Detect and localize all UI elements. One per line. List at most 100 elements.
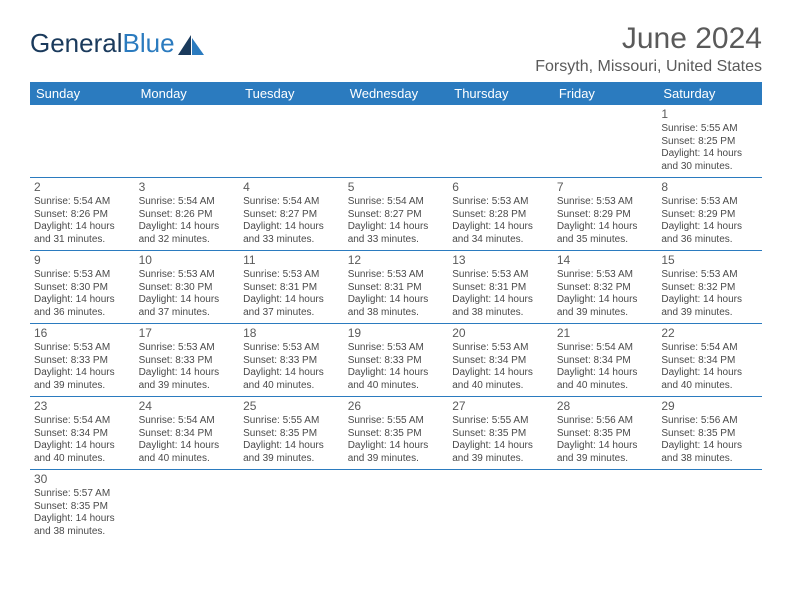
daylight-text: Daylight: 14 hours and 39 minutes. bbox=[139, 367, 236, 392]
logo-word1: General bbox=[30, 28, 123, 59]
calendar-cell: 21Sunrise: 5:54 AMSunset: 8:34 PMDayligh… bbox=[553, 324, 658, 397]
calendar-cell bbox=[135, 470, 240, 543]
calendar-cell: 9Sunrise: 5:53 AMSunset: 8:30 PMDaylight… bbox=[30, 251, 135, 324]
calendar-cell: 3Sunrise: 5:54 AMSunset: 8:26 PMDaylight… bbox=[135, 178, 240, 251]
daylight-text: Daylight: 14 hours and 40 minutes. bbox=[243, 367, 340, 392]
calendar-cell bbox=[448, 105, 553, 178]
calendar-cell: 4Sunrise: 5:54 AMSunset: 8:27 PMDaylight… bbox=[239, 178, 344, 251]
daylight-text: Daylight: 14 hours and 38 minutes. bbox=[348, 294, 445, 319]
header: GeneralBlue June 2024 Forsyth, Missouri,… bbox=[30, 22, 762, 76]
sunrise-text: Sunrise: 5:54 AM bbox=[243, 196, 340, 209]
day-number: 13 bbox=[452, 253, 549, 268]
calendar-cell bbox=[344, 105, 449, 178]
sunrise-text: Sunrise: 5:54 AM bbox=[348, 196, 445, 209]
sunrise-text: Sunrise: 5:54 AM bbox=[34, 415, 131, 428]
calendar-cell: 7Sunrise: 5:53 AMSunset: 8:29 PMDaylight… bbox=[553, 178, 658, 251]
calendar-cell: 16Sunrise: 5:53 AMSunset: 8:33 PMDayligh… bbox=[30, 324, 135, 397]
calendar-week: 23Sunrise: 5:54 AMSunset: 8:34 PMDayligh… bbox=[30, 397, 762, 470]
sunset-text: Sunset: 8:35 PM bbox=[34, 501, 131, 514]
sunset-text: Sunset: 8:27 PM bbox=[348, 209, 445, 222]
calendar-week: 9Sunrise: 5:53 AMSunset: 8:30 PMDaylight… bbox=[30, 251, 762, 324]
calendar-cell: 20Sunrise: 5:53 AMSunset: 8:34 PMDayligh… bbox=[448, 324, 553, 397]
sunrise-text: Sunrise: 5:54 AM bbox=[661, 342, 758, 355]
daylight-text: Daylight: 14 hours and 30 minutes. bbox=[661, 148, 758, 173]
day-number: 22 bbox=[661, 326, 758, 341]
sunset-text: Sunset: 8:27 PM bbox=[243, 209, 340, 222]
sunset-text: Sunset: 8:35 PM bbox=[452, 428, 549, 441]
daylight-text: Daylight: 14 hours and 31 minutes. bbox=[34, 221, 131, 246]
day-number: 5 bbox=[348, 180, 445, 195]
calendar-cell: 2Sunrise: 5:54 AMSunset: 8:26 PMDaylight… bbox=[30, 178, 135, 251]
sunset-text: Sunset: 8:31 PM bbox=[452, 282, 549, 295]
sunrise-text: Sunrise: 5:54 AM bbox=[557, 342, 654, 355]
day-header: Thursday bbox=[448, 82, 553, 105]
daylight-text: Daylight: 14 hours and 38 minutes. bbox=[452, 294, 549, 319]
sunset-text: Sunset: 8:32 PM bbox=[557, 282, 654, 295]
calendar-cell: 15Sunrise: 5:53 AMSunset: 8:32 PMDayligh… bbox=[657, 251, 762, 324]
day-header: Monday bbox=[135, 82, 240, 105]
day-header: Wednesday bbox=[344, 82, 449, 105]
daylight-text: Daylight: 14 hours and 37 minutes. bbox=[139, 294, 236, 319]
sunrise-text: Sunrise: 5:55 AM bbox=[348, 415, 445, 428]
sunrise-text: Sunrise: 5:56 AM bbox=[557, 415, 654, 428]
day-number: 24 bbox=[139, 399, 236, 414]
calendar-cell: 24Sunrise: 5:54 AMSunset: 8:34 PMDayligh… bbox=[135, 397, 240, 470]
day-number: 8 bbox=[661, 180, 758, 195]
daylight-text: Daylight: 14 hours and 35 minutes. bbox=[557, 221, 654, 246]
sunrise-text: Sunrise: 5:54 AM bbox=[139, 415, 236, 428]
sunset-text: Sunset: 8:34 PM bbox=[661, 355, 758, 368]
sunset-text: Sunset: 8:35 PM bbox=[661, 428, 758, 441]
sunset-text: Sunset: 8:32 PM bbox=[661, 282, 758, 295]
sunset-text: Sunset: 8:26 PM bbox=[34, 209, 131, 222]
day-number: 4 bbox=[243, 180, 340, 195]
sunset-text: Sunset: 8:25 PM bbox=[661, 136, 758, 149]
sunset-text: Sunset: 8:35 PM bbox=[243, 428, 340, 441]
calendar-cell: 30Sunrise: 5:57 AMSunset: 8:35 PMDayligh… bbox=[30, 470, 135, 543]
daylight-text: Daylight: 14 hours and 33 minutes. bbox=[243, 221, 340, 246]
sunrise-text: Sunrise: 5:56 AM bbox=[661, 415, 758, 428]
calendar-week: 2Sunrise: 5:54 AMSunset: 8:26 PMDaylight… bbox=[30, 178, 762, 251]
calendar-cell bbox=[30, 105, 135, 178]
calendar-week: 30Sunrise: 5:57 AMSunset: 8:35 PMDayligh… bbox=[30, 470, 762, 543]
sunrise-text: Sunrise: 5:53 AM bbox=[243, 269, 340, 282]
daylight-text: Daylight: 14 hours and 40 minutes. bbox=[348, 367, 445, 392]
sunset-text: Sunset: 8:30 PM bbox=[139, 282, 236, 295]
day-number: 26 bbox=[348, 399, 445, 414]
day-header-row: Sunday Monday Tuesday Wednesday Thursday… bbox=[30, 82, 762, 105]
day-header: Friday bbox=[553, 82, 658, 105]
day-number: 25 bbox=[243, 399, 340, 414]
sunrise-text: Sunrise: 5:53 AM bbox=[452, 342, 549, 355]
sunset-text: Sunset: 8:34 PM bbox=[139, 428, 236, 441]
calendar-cell: 28Sunrise: 5:56 AMSunset: 8:35 PMDayligh… bbox=[553, 397, 658, 470]
day-number: 1 bbox=[661, 107, 758, 122]
calendar-cell bbox=[553, 105, 658, 178]
calendar-cell: 13Sunrise: 5:53 AMSunset: 8:31 PMDayligh… bbox=[448, 251, 553, 324]
calendar-cell bbox=[553, 470, 658, 543]
calendar-cell: 22Sunrise: 5:54 AMSunset: 8:34 PMDayligh… bbox=[657, 324, 762, 397]
calendar-cell: 27Sunrise: 5:55 AMSunset: 8:35 PMDayligh… bbox=[448, 397, 553, 470]
sunset-text: Sunset: 8:31 PM bbox=[243, 282, 340, 295]
sunrise-text: Sunrise: 5:53 AM bbox=[557, 269, 654, 282]
location: Forsyth, Missouri, United States bbox=[535, 58, 762, 76]
sunrise-text: Sunrise: 5:53 AM bbox=[139, 269, 236, 282]
daylight-text: Daylight: 14 hours and 39 minutes. bbox=[661, 294, 758, 319]
daylight-text: Daylight: 14 hours and 34 minutes. bbox=[452, 221, 549, 246]
sunset-text: Sunset: 8:33 PM bbox=[139, 355, 236, 368]
logo: GeneralBlue bbox=[30, 28, 204, 59]
calendar-cell: 6Sunrise: 5:53 AMSunset: 8:28 PMDaylight… bbox=[448, 178, 553, 251]
day-header: Saturday bbox=[657, 82, 762, 105]
sunset-text: Sunset: 8:34 PM bbox=[557, 355, 654, 368]
daylight-text: Daylight: 14 hours and 36 minutes. bbox=[661, 221, 758, 246]
logo-sail-icon bbox=[178, 35, 204, 55]
calendar-cell bbox=[344, 470, 449, 543]
sunrise-text: Sunrise: 5:53 AM bbox=[661, 269, 758, 282]
daylight-text: Daylight: 14 hours and 39 minutes. bbox=[557, 294, 654, 319]
sunrise-text: Sunrise: 5:57 AM bbox=[34, 488, 131, 501]
day-number: 2 bbox=[34, 180, 131, 195]
sunrise-text: Sunrise: 5:53 AM bbox=[139, 342, 236, 355]
daylight-text: Daylight: 14 hours and 40 minutes. bbox=[34, 440, 131, 465]
sunset-text: Sunset: 8:30 PM bbox=[34, 282, 131, 295]
calendar-cell: 25Sunrise: 5:55 AMSunset: 8:35 PMDayligh… bbox=[239, 397, 344, 470]
sunset-text: Sunset: 8:34 PM bbox=[34, 428, 131, 441]
calendar-cell: 19Sunrise: 5:53 AMSunset: 8:33 PMDayligh… bbox=[344, 324, 449, 397]
